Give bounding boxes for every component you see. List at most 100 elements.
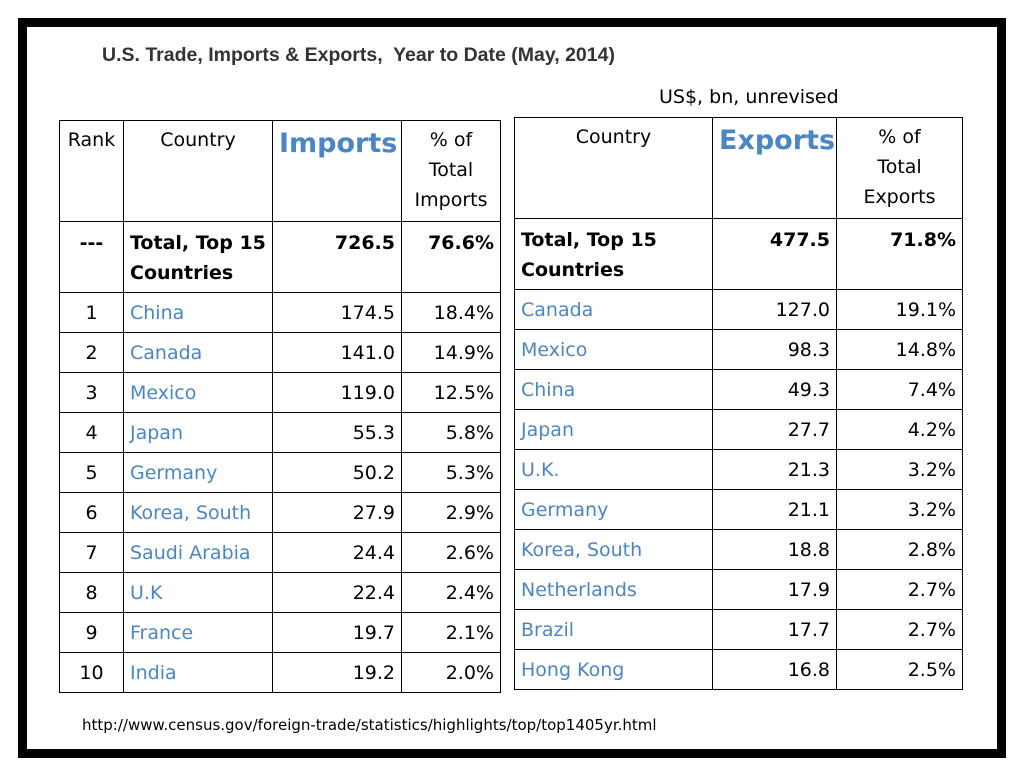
exports-country-header: Country [514,117,713,219]
imports-value-cell: 19.2 [272,652,402,693]
pct-cell: 2.8% [836,529,963,570]
country-cell: China [514,369,713,410]
pct-cell: 2.5% [836,649,963,690]
pct-exports-header-line2: Total [877,156,922,178]
pct-cell: 2.7% [836,569,963,610]
exports-total-row: Total, Top 15 Countries 477.5 71.8% [514,218,963,290]
pct-cell: 5.3% [401,452,501,493]
pct-cell: 14.8% [836,329,963,370]
pct-cell: 3.2% [836,449,963,490]
exports-value-cell: 18.8 [712,529,837,570]
pct-exports-header-line3: Exports [863,186,936,208]
country-header: Country [123,120,273,222]
pct-cell: 2.1% [401,612,501,653]
pct-cell: 2.6% [401,532,501,573]
country-cell: Germany [123,452,273,493]
imports-table: Rank Country Imports % of Total Imports … [59,120,501,693]
pct-exports-header-line1: % of [878,126,921,148]
imports-value-cell: 24.4 [272,532,402,573]
imports-table-row: 2 Canada 141.0 14.9% [59,332,501,373]
pct-cell: 19.1% [836,289,963,330]
pct-cell: 3.2% [836,489,963,530]
rank-cell: 4 [59,412,124,453]
exports-table-row: Mexico 98.3 14.8% [514,329,963,370]
country-cell: Korea, South [514,529,713,570]
exports-value-cell: 27.7 [712,409,837,450]
imports-total-row: --- Total, Top 15 Countries 726.5 76.6% [59,221,501,293]
rank-cell: 6 [59,492,124,533]
imports-table-row: 10 India 19.2 2.0% [59,652,501,693]
country-cell: Germany [514,489,713,530]
exports-header-row: Country Exports % of Total Exports [514,117,963,219]
exports-value-cell: 17.7 [712,609,837,650]
slide-title: U.S. Trade, Imports & Exports, Year to D… [102,44,615,66]
imports-table-row: 1 China 174.5 18.4% [59,292,501,333]
imports-header-row: Rank Country Imports % of Total Imports [59,120,501,222]
imports-table-row: 6 Korea, South 27.9 2.9% [59,492,501,533]
imports-value-cell: 50.2 [272,452,402,493]
pct-imports-header-line2: Total [428,159,474,181]
imports-table-row: 9 France 19.7 2.1% [59,612,501,653]
exports-table-row: U.K. 21.3 3.2% [514,449,963,490]
source-url[interactable]: http://www.census.gov/foreign-trade/stat… [82,716,657,734]
rank-cell: 7 [59,532,124,573]
imports-total-label-line1: Total, Top 15 [130,232,266,254]
imports-table-row: 4 Japan 55.3 5.8% [59,412,501,453]
pct-cell: 12.5% [401,372,501,413]
imports-total-label: Total, Top 15 Countries [123,221,273,293]
pct-exports-header: % of Total Exports [836,117,963,219]
pct-imports-header-line3: Imports [414,189,488,211]
exports-table-row: Hong Kong 16.8 2.5% [514,649,963,690]
exports-table: Country Exports % of Total Exports Total… [514,117,963,690]
imports-value-cell: 174.5 [272,292,402,333]
exports-table-row: Japan 27.7 4.2% [514,409,963,450]
imports-table-row: 7 Saudi Arabia 24.4 2.6% [59,532,501,573]
exports-table-row: Netherlands 17.9 2.7% [514,569,963,610]
rank-cell: 10 [59,652,124,693]
country-cell: China [123,292,273,333]
rank-cell: 1 [59,292,124,333]
rank-header: Rank [59,120,124,222]
exports-total-label: Total, Top 15 Countries [514,218,713,290]
country-cell: Netherlands [514,569,713,610]
exports-total-value: 477.5 [712,218,837,290]
exports-table-row: Brazil 17.7 2.7% [514,609,963,650]
imports-table-row: 8 U.K 22.4 2.4% [59,572,501,613]
exports-value-cell: 17.9 [712,569,837,610]
exports-table-row: China 49.3 7.4% [514,369,963,410]
exports-value-cell: 127.0 [712,289,837,330]
imports-value-cell: 55.3 [272,412,402,453]
imports-value-cell: 27.9 [272,492,402,533]
rank-cell: 5 [59,452,124,493]
imports-header: Imports [272,120,402,222]
pct-cell: 4.2% [836,409,963,450]
country-cell: Brazil [514,609,713,650]
exports-table-row: Canada 127.0 19.1% [514,289,963,330]
country-cell: Japan [123,412,273,453]
rank-cell: 8 [59,572,124,613]
exports-value-cell: 21.1 [712,489,837,530]
exports-value-cell: 16.8 [712,649,837,690]
pct-cell: 2.0% [401,652,501,693]
country-cell: Canada [123,332,273,373]
imports-table-row: 3 Mexico 119.0 12.5% [59,372,501,413]
imports-value-cell: 141.0 [272,332,402,373]
exports-body: Canada 127.0 19.1% Mexico 98.3 14.8% China 49.3… [514,289,963,690]
country-cell: Japan [514,409,713,450]
country-cell: France [123,612,273,653]
country-cell: Saudi Arabia [123,532,273,573]
country-cell: U.K [123,572,273,613]
pct-cell: 14.9% [401,332,501,373]
rank-cell: 3 [59,372,124,413]
exports-total-pct: 71.8% [836,218,963,290]
exports-value-cell: 49.3 [712,369,837,410]
total-rank: --- [59,221,124,293]
units-subtitle: US$, bn, unrevised [659,86,839,108]
country-cell: Canada [514,289,713,330]
imports-total-pct: 76.6% [401,221,501,293]
rank-cell: 9 [59,612,124,653]
pct-cell: 2.4% [401,572,501,613]
pct-cell: 2.9% [401,492,501,533]
imports-total-label-line2: Countries [130,262,234,284]
pct-cell: 7.4% [836,369,963,410]
